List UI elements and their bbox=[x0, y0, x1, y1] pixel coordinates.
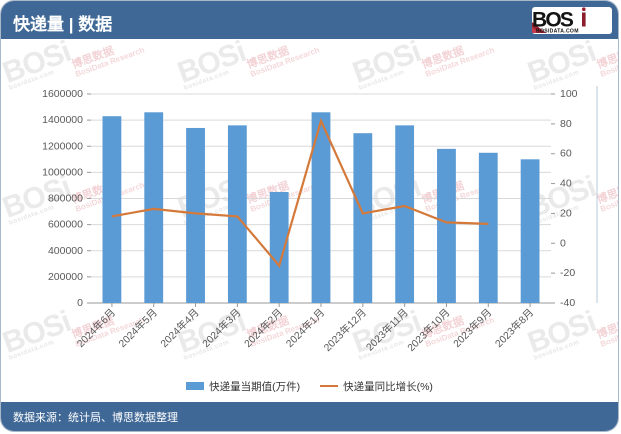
svg-text:2024年5月: 2024年5月 bbox=[116, 306, 160, 350]
svg-text:1400000: 1400000 bbox=[42, 114, 83, 126]
svg-text:2024年6月: 2024年6月 bbox=[74, 306, 118, 350]
svg-text:400000: 400000 bbox=[48, 245, 83, 257]
svg-text:2023年9月: 2023年9月 bbox=[450, 306, 494, 350]
svg-text:2024年4月: 2024年4月 bbox=[158, 306, 202, 350]
svg-text:100: 100 bbox=[560, 88, 578, 100]
svg-text:1200000: 1200000 bbox=[42, 140, 83, 152]
svg-text:-20: -20 bbox=[560, 267, 575, 279]
svg-text:2023年12月: 2023年12月 bbox=[321, 306, 369, 354]
svg-text:80: 80 bbox=[560, 118, 572, 130]
svg-text:600000: 600000 bbox=[48, 219, 83, 231]
svg-text:-40: -40 bbox=[560, 297, 575, 309]
svg-text:1000000: 1000000 bbox=[42, 166, 83, 178]
svg-text:60: 60 bbox=[560, 148, 572, 160]
svg-text:1600000: 1600000 bbox=[42, 88, 83, 100]
svg-text:2024年1月: 2024年1月 bbox=[283, 306, 327, 350]
svg-text:2023年10月: 2023年10月 bbox=[405, 306, 453, 354]
svg-text:BOSIDATA.COM: BOSIDATA.COM bbox=[536, 29, 579, 35]
svg-text:0: 0 bbox=[77, 297, 83, 309]
svg-text:2023年11月: 2023年11月 bbox=[363, 306, 411, 354]
svg-text:200000: 200000 bbox=[48, 271, 83, 283]
svg-text:800000: 800000 bbox=[48, 193, 83, 205]
svg-text:40: 40 bbox=[560, 178, 572, 190]
svg-text:2024年3月: 2024年3月 bbox=[199, 306, 243, 350]
svg-text:2023年8月: 2023年8月 bbox=[492, 306, 536, 350]
svg-text:2024年2月: 2024年2月 bbox=[241, 306, 285, 350]
svg-text:0: 0 bbox=[560, 237, 566, 249]
svg-text:20: 20 bbox=[560, 207, 572, 219]
